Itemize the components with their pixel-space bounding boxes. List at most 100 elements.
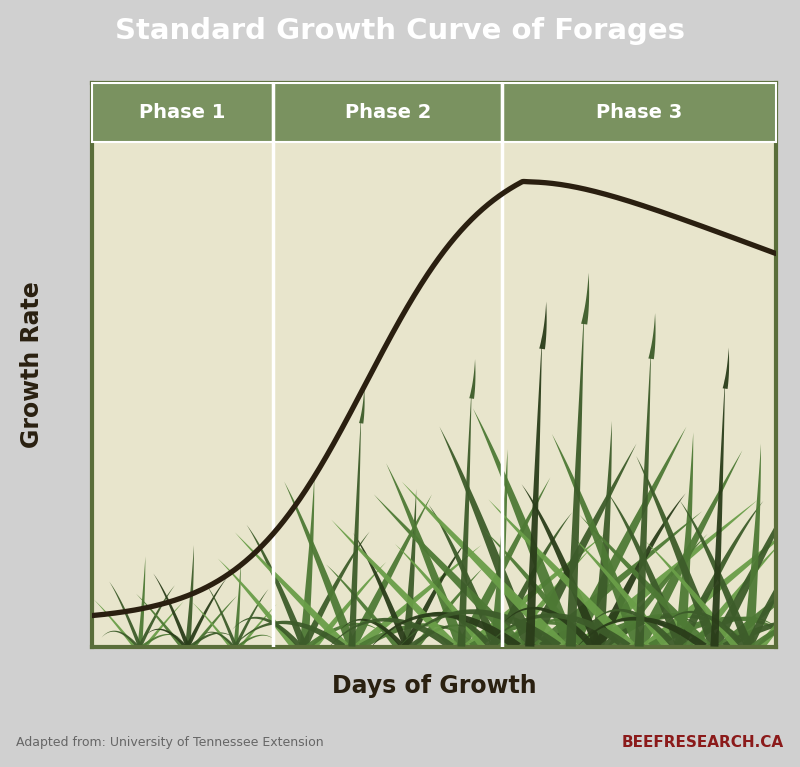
Polygon shape	[189, 632, 234, 647]
Polygon shape	[311, 562, 386, 648]
Text: Phase 3: Phase 3	[596, 103, 682, 122]
Polygon shape	[552, 434, 645, 648]
Polygon shape	[207, 586, 238, 647]
Text: Standard Growth Curve of Forages: Standard Growth Curve of Forages	[115, 18, 685, 45]
Polygon shape	[284, 482, 357, 648]
Polygon shape	[340, 619, 405, 648]
Polygon shape	[366, 612, 521, 653]
Polygon shape	[636, 456, 720, 648]
Polygon shape	[144, 601, 184, 647]
Polygon shape	[402, 489, 416, 647]
Polygon shape	[524, 443, 637, 649]
Polygon shape	[237, 635, 274, 647]
Polygon shape	[674, 433, 694, 647]
Polygon shape	[710, 471, 800, 648]
Polygon shape	[300, 477, 314, 647]
Polygon shape	[634, 450, 742, 649]
Polygon shape	[374, 495, 526, 650]
Polygon shape	[581, 273, 589, 324]
Bar	[502, 83, 776, 142]
Polygon shape	[601, 615, 702, 649]
Text: Days of Growth: Days of Growth	[332, 674, 536, 699]
Polygon shape	[386, 463, 466, 648]
Polygon shape	[662, 611, 746, 648]
Polygon shape	[102, 630, 139, 647]
Polygon shape	[504, 548, 591, 648]
Polygon shape	[592, 421, 612, 647]
Polygon shape	[234, 589, 269, 647]
Polygon shape	[490, 449, 507, 647]
Polygon shape	[110, 581, 142, 647]
Polygon shape	[457, 477, 550, 648]
Polygon shape	[579, 515, 711, 649]
Polygon shape	[239, 604, 277, 647]
Text: Phase 1: Phase 1	[139, 103, 226, 122]
Polygon shape	[483, 529, 588, 649]
Polygon shape	[395, 544, 487, 648]
Polygon shape	[683, 617, 779, 649]
Polygon shape	[575, 500, 758, 650]
Polygon shape	[393, 609, 561, 654]
Bar	[274, 83, 502, 142]
Polygon shape	[141, 634, 182, 647]
Polygon shape	[539, 301, 546, 349]
Polygon shape	[232, 617, 302, 648]
Polygon shape	[94, 600, 136, 647]
Polygon shape	[359, 624, 481, 652]
Polygon shape	[301, 532, 370, 647]
Polygon shape	[648, 313, 655, 359]
Polygon shape	[331, 520, 458, 649]
Polygon shape	[745, 509, 800, 648]
Polygon shape	[489, 499, 635, 650]
Text: BEEFRESEARCH.CA: BEEFRESEARCH.CA	[622, 735, 784, 749]
Polygon shape	[718, 529, 800, 650]
Polygon shape	[646, 541, 740, 648]
Polygon shape	[353, 533, 410, 647]
Polygon shape	[722, 620, 800, 653]
Polygon shape	[409, 624, 479, 648]
Polygon shape	[402, 482, 566, 650]
Polygon shape	[751, 618, 800, 649]
Polygon shape	[581, 613, 758, 654]
Polygon shape	[138, 556, 146, 647]
Polygon shape	[572, 617, 706, 653]
Polygon shape	[458, 387, 472, 647]
Polygon shape	[607, 492, 685, 648]
Polygon shape	[758, 545, 800, 648]
Polygon shape	[565, 426, 686, 649]
Polygon shape	[349, 413, 361, 647]
Polygon shape	[145, 629, 186, 647]
Polygon shape	[534, 512, 702, 650]
Polygon shape	[359, 388, 365, 423]
Polygon shape	[414, 568, 483, 648]
Polygon shape	[539, 615, 702, 653]
Polygon shape	[154, 574, 190, 647]
Polygon shape	[594, 493, 686, 648]
Polygon shape	[136, 594, 183, 647]
Polygon shape	[634, 346, 651, 647]
Text: Growth Rate: Growth Rate	[20, 281, 44, 448]
Polygon shape	[355, 545, 481, 649]
Bar	[92, 83, 274, 142]
Polygon shape	[235, 532, 349, 649]
Polygon shape	[234, 562, 241, 647]
Polygon shape	[502, 607, 596, 648]
Polygon shape	[186, 578, 227, 647]
Polygon shape	[690, 539, 784, 648]
Polygon shape	[722, 347, 729, 389]
Polygon shape	[465, 534, 605, 650]
Polygon shape	[138, 585, 175, 647]
Polygon shape	[412, 612, 494, 648]
Polygon shape	[571, 535, 670, 648]
Polygon shape	[590, 609, 678, 648]
Polygon shape	[710, 377, 725, 647]
Polygon shape	[676, 501, 763, 648]
Polygon shape	[470, 359, 475, 399]
Polygon shape	[680, 500, 753, 647]
Polygon shape	[246, 525, 307, 647]
Polygon shape	[608, 534, 708, 649]
Polygon shape	[525, 335, 542, 647]
Polygon shape	[491, 512, 572, 648]
Polygon shape	[498, 619, 586, 649]
Polygon shape	[326, 565, 400, 648]
